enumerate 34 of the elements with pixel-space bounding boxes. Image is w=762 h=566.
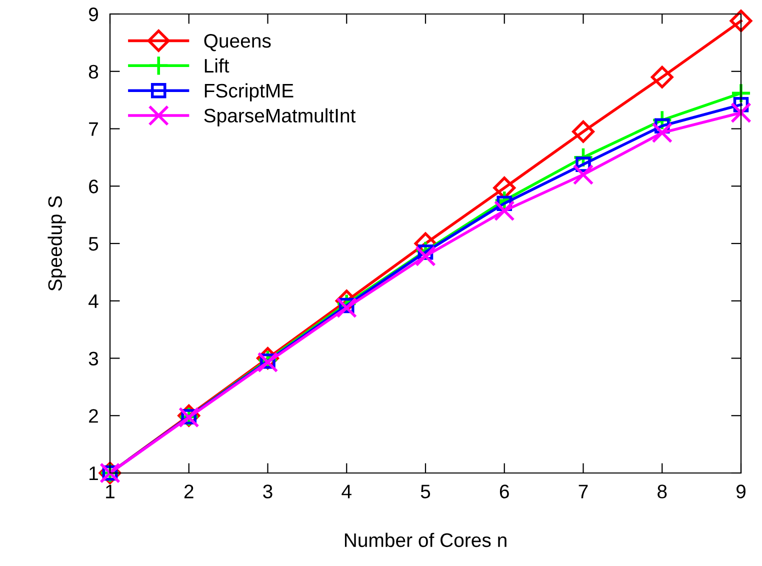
- y-tick-label: 7: [89, 122, 98, 136]
- point: [650, 66, 674, 88]
- y-axis-title: Speedup S: [48, 196, 66, 291]
- point: [652, 122, 673, 144]
- point: [336, 297, 358, 318]
- y-tick-label: 8: [88, 64, 98, 79]
- legend-label: Lift: [204, 58, 230, 73]
- point: [415, 246, 436, 267]
- x-tick-label: 3: [263, 484, 272, 498]
- x-axis-title: Number of Cores n: [344, 532, 506, 548]
- x-tick-label: 9: [736, 484, 746, 498]
- point: [494, 200, 515, 222]
- point: [730, 102, 752, 124]
- x-tick-label: 2: [184, 484, 194, 498]
- point: [572, 120, 594, 143]
- point: [572, 164, 594, 186]
- legend-label: FScriptME: [204, 83, 294, 102]
- y-tick-label: 9: [88, 7, 98, 22]
- x-tick-label: 6: [500, 484, 509, 498]
- y-tick-label: 1: [90, 466, 98, 480]
- y-tick-label: 4: [88, 294, 98, 308]
- x-tick-label: 8: [658, 484, 667, 498]
- point: [730, 10, 752, 32]
- x-tick-label: 1: [106, 484, 114, 498]
- legend-label: Queens: [204, 34, 271, 52]
- y-tick-label: 2: [89, 409, 98, 423]
- y-tick-label: 6: [89, 180, 98, 194]
- y-tick-label: 5: [88, 237, 98, 251]
- x-tick-label: 4: [342, 484, 352, 498]
- x-tick-label: 7: [578, 484, 588, 498]
- point: [730, 82, 752, 104]
- x-tick-label: 5: [420, 484, 430, 498]
- legend-label: SparseMatmultInt: [204, 108, 356, 126]
- y-tick-label: 3: [88, 352, 98, 366]
